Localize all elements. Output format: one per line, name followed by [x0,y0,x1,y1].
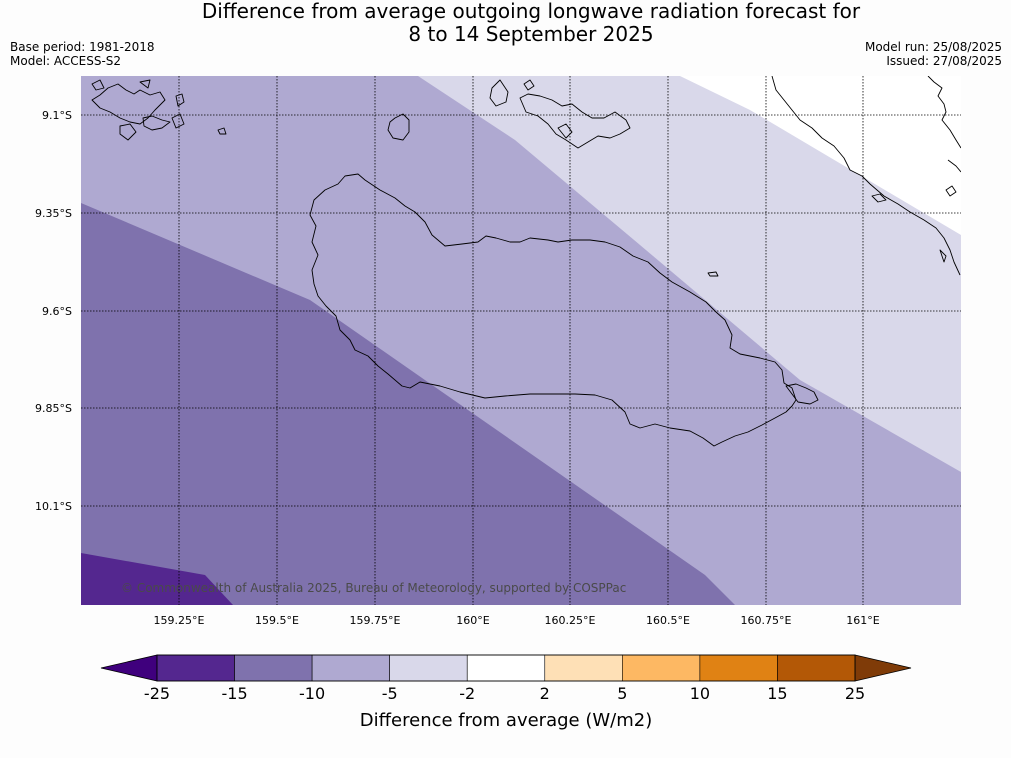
colorbar-segment [234,654,313,682]
lat-label: 9.85°S [35,402,72,415]
lon-label: 161°E [846,614,879,627]
gridlines [81,76,961,605]
base-period-label: Base period: 1981-2018 [10,40,155,54]
model-run-label: Model run: 25/08/2025 [864,40,1002,54]
colorbar: -25 -15 -10 -5 -2 2 5 10 15 25 Difference from av… [100,654,912,731]
longitude-labels: 159.25°E 159.5°E 159.75°E 160°E 160.25°E… [154,614,880,627]
colorbar-tick-label: -2 [459,684,475,703]
malaita-coastline [771,76,961,276]
coastlines [91,76,961,447]
guadalcanal-coastline [309,173,797,447]
lon-label: 160.5°E [646,614,690,627]
colorbar-tick-label: 15 [767,684,787,703]
colorbar-tick-labels: -25 -15 -10 -5 -2 2 5 10 15 25 [144,684,865,703]
title-line-2: 8 to 14 September 2025 [408,22,654,46]
colorbar-tick-label: -15 [221,684,247,703]
colorbar-segment [544,654,623,682]
colorbar-tick-label: -10 [299,684,325,703]
colorbar-tick-label: 2 [540,684,550,703]
colorbar-segment [311,654,390,682]
florida-islands-coastline [489,79,509,107]
colorbar-tick-label: 5 [617,684,627,703]
lon-label: 159.75°E [350,614,401,627]
colorbar-title: Difference from average (W/m2) [360,710,652,731]
lat-label: 10.1°S [35,500,72,513]
lon-label: 160.25°E [545,614,596,627]
title-line-1: Difference from average outgoing longwav… [201,0,861,23]
zone-minus15-to-minus25 [81,553,233,605]
map-area: © Commonwealth of Australia 2025, Bureau… [81,76,961,605]
colorbar-segment [777,654,856,682]
meta-left: Base period: 1981-2018 Model: ACCESS-S2 [10,40,155,68]
russell-islands-coastline [91,83,166,125]
colorbar-tick-label: 10 [690,684,710,703]
zone-minus2-to-minus5 [418,76,961,472]
chart-title: Difference from average outgoing longwav… [0,0,1011,46]
colorbar-tick-label: -5 [382,684,398,703]
lon-label: 159.5°E [255,614,299,627]
colorbar-outline [156,654,856,682]
model-label: Model: ACCESS-S2 [10,54,122,68]
colorbar-segment [699,654,778,682]
lon-label: 160.75°E [741,614,792,627]
meta-right: Model run: 25/08/2025 Issued: 27/08/2025 [865,40,1002,68]
colorbar-tick-label: 25 [845,684,865,703]
zone-near-average [680,76,961,235]
lon-label: 159.25°E [154,614,205,627]
lat-label: 9.6°S [42,305,72,318]
colorbar-over-arrow [854,654,912,682]
colorbar-under-arrow [100,654,158,682]
issued-label: Issued: 27/08/2025 [886,54,1002,68]
colorbar-segment [466,654,546,682]
copyright-notice: © Commonwealth of Australia 2025, Bureau… [121,581,626,595]
colorbar-segment [389,654,468,682]
colorbar-tick-label: -25 [144,684,170,703]
savo-island-coastline [387,113,410,141]
latitude-labels: 9.1°S 9.35°S 9.6°S 9.85°S 10.1°S [35,109,72,513]
lon-label: 160°E [456,614,489,627]
lat-label: 9.1°S [42,109,72,122]
colorbar-segment [622,654,701,682]
colorbar-segments [156,654,856,682]
colorbar-segment [156,654,235,682]
lat-label: 9.35°S [35,207,72,220]
